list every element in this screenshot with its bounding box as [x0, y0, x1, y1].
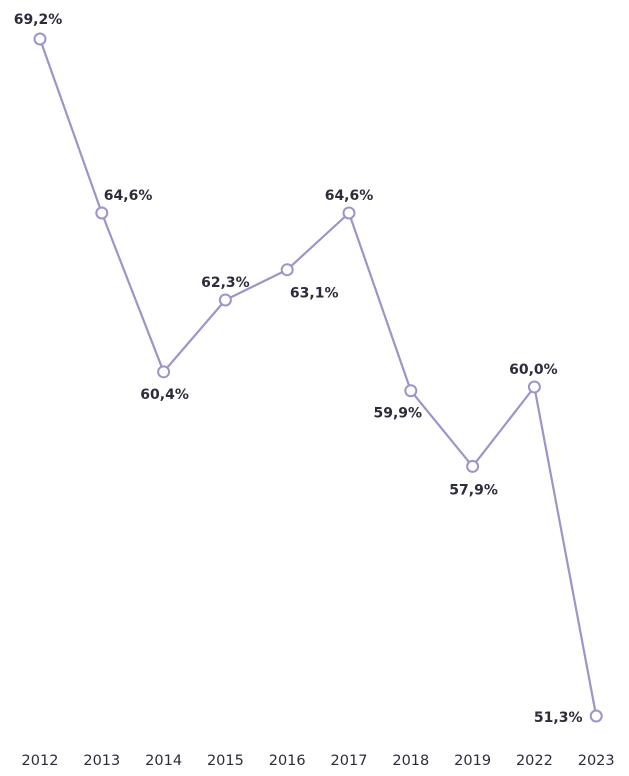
data-point-2016 — [280, 263, 294, 277]
data-label-2022: 60,0% — [509, 362, 558, 378]
x-tick-label-2016: 2016 — [269, 753, 306, 769]
x-tick-label-2014: 2014 — [145, 753, 182, 769]
data-label-2017: 64,6% — [325, 188, 374, 204]
data-point-2014 — [157, 365, 171, 379]
data-point-2015 — [218, 293, 232, 307]
data-point-2023 — [589, 709, 603, 723]
data-point-2022 — [527, 380, 541, 394]
data-point-2012 — [33, 32, 47, 46]
x-tick-label-2013: 2013 — [83, 753, 120, 769]
x-axis-tick-labels: 2012 2013 2014 2015 2016 2017 2018 2019 2022 2023 — [22, 753, 615, 769]
data-points — [33, 32, 603, 723]
x-tick-label-2017: 2017 — [331, 753, 368, 769]
data-point-2017 — [342, 206, 356, 220]
x-tick-label-2023: 2023 — [578, 753, 615, 769]
data-point-2013 — [95, 206, 109, 220]
data-label-2018: 59,9% — [374, 406, 423, 422]
data-label-2023: 51,3% — [534, 710, 583, 726]
data-labels: 69,2% 64,6% 60,4% 62,3% 63,1% 64,6% 59,9% 57,9%… — [14, 12, 583, 726]
data-label-2015: 62,3% — [201, 275, 250, 291]
series-line — [38, 37, 598, 718]
data-label-2016: 63,1% — [290, 286, 339, 302]
x-tick-label-2022: 2022 — [516, 753, 553, 769]
data-point-2019 — [466, 459, 480, 473]
data-label-2013: 64,6% — [104, 188, 153, 204]
data-point-2018 — [404, 384, 418, 398]
x-tick-label-2018: 2018 — [392, 753, 429, 769]
x-tick-label-2015: 2015 — [207, 753, 244, 769]
data-label-2012: 69,2% — [14, 12, 63, 28]
x-tick-label-2019: 2019 — [454, 753, 491, 769]
x-tick-label-2012: 2012 — [22, 753, 59, 769]
data-label-2014: 60,4% — [140, 387, 189, 403]
data-label-2019: 57,9% — [449, 482, 498, 498]
